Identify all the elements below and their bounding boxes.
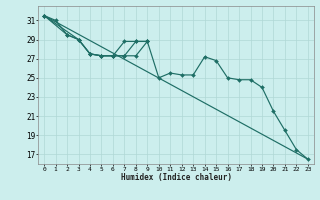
- X-axis label: Humidex (Indice chaleur): Humidex (Indice chaleur): [121, 173, 231, 182]
